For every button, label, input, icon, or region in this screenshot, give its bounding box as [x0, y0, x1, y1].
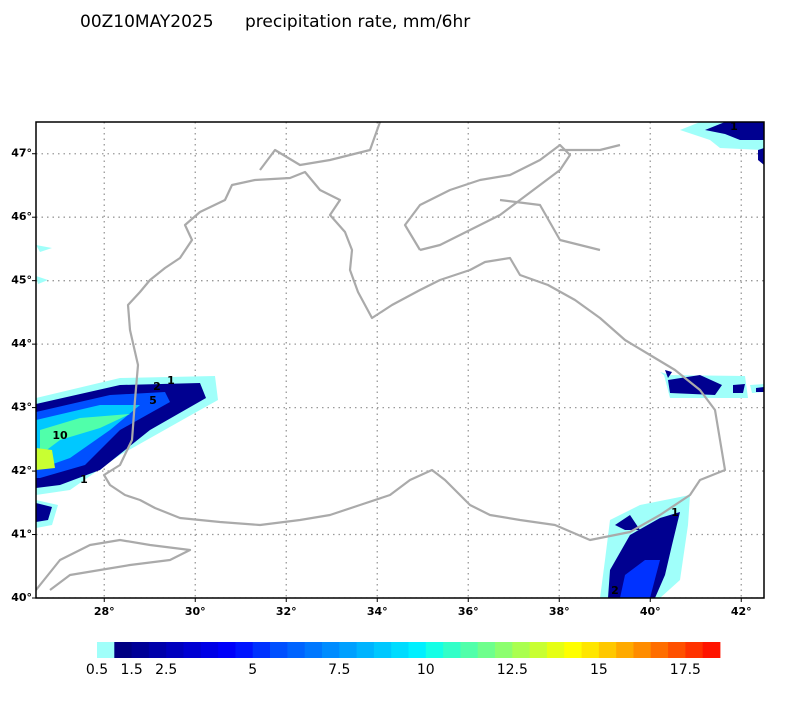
colorbar-box — [702, 642, 721, 658]
precip-area — [36, 503, 52, 522]
colorbar-box — [425, 642, 444, 658]
contour-label: 1 — [671, 506, 679, 519]
colorbar-box — [598, 642, 617, 658]
x-tick-label: 30° — [185, 605, 206, 618]
colorbar-box — [668, 642, 686, 658]
precip-area — [660, 122, 764, 398]
contour-labels: 1 2 5 10 1 1 2 1 — [52, 120, 737, 597]
colorbar-box — [650, 642, 669, 658]
colorbar-box — [321, 642, 340, 658]
colorbar-box — [148, 642, 167, 658]
colorbar-box — [408, 642, 427, 658]
coastline — [36, 122, 727, 591]
precip-area — [40, 414, 130, 455]
y-tick-label: 40° — [11, 591, 32, 604]
colorbar-label: 17.5 — [670, 662, 701, 678]
black-sea-coast — [102, 170, 727, 542]
precip-area — [620, 560, 660, 598]
colorbar-label: 12.5 — [497, 662, 528, 678]
precip-area — [665, 122, 764, 395]
colorbar-box — [235, 642, 254, 658]
contour-label: 2 — [611, 584, 619, 597]
colorbar-label: 10 — [417, 662, 435, 678]
contour-label: 1 — [80, 473, 88, 486]
contour-label: 1 — [167, 374, 175, 387]
colorbar-label: 0.5 — [86, 662, 108, 678]
colorbar-box — [685, 642, 704, 658]
time-label: 00Z10MAY2025 — [80, 12, 214, 32]
y-tick-label: 41° — [11, 528, 32, 541]
title: precipitation rate, mm/6hr — [245, 12, 470, 32]
x-tick-label: 32° — [276, 605, 297, 618]
colorbar-box — [391, 642, 409, 658]
colorbar-label: 1.5 — [120, 662, 142, 678]
x-tick-label: 38° — [549, 605, 570, 618]
y-tick-label: 44° — [11, 337, 32, 350]
colorbar-box — [270, 642, 288, 658]
colorbar-box — [304, 642, 323, 658]
colorbar-box — [200, 642, 219, 658]
colorbar-box — [131, 642, 150, 658]
colorbar-label: 15 — [590, 662, 608, 678]
contour-label: 2 — [153, 380, 161, 393]
y-tick-label: 43° — [11, 401, 32, 414]
y-tick-label: 42° — [11, 464, 32, 477]
contour-label: 1 — [730, 120, 738, 133]
colorbar-box — [166, 642, 184, 658]
border — [259, 122, 621, 252]
colorbar-box — [114, 642, 133, 658]
precip-area — [36, 448, 55, 470]
colorbar-box — [443, 642, 461, 658]
colorbar-box — [529, 642, 548, 658]
colorbar-box — [339, 642, 357, 658]
x-tick-label: 34° — [367, 605, 388, 618]
y-tick-label: 45° — [11, 274, 32, 287]
x-tick-label: 28° — [94, 605, 115, 618]
colorbar-box — [546, 642, 565, 658]
colorbar-box — [252, 642, 271, 658]
map-frame — [35, 121, 765, 599]
colorbar-box — [512, 642, 531, 658]
colorbar-box — [460, 642, 479, 658]
colorbar-box — [373, 642, 392, 658]
colorbar-box — [633, 642, 652, 658]
colorbar-box — [477, 642, 496, 658]
y-tick-label: 47° — [11, 147, 32, 160]
colorbar-box — [97, 642, 115, 658]
colorbar-box — [581, 642, 600, 658]
x-tick-label: 40° — [640, 605, 661, 618]
colorbar-label: 7.5 — [328, 662, 350, 678]
colorbar-box — [564, 642, 582, 658]
colorbar-box — [218, 642, 236, 658]
colorbar-box — [356, 642, 375, 658]
x-tick-label: 42° — [731, 605, 752, 618]
marmara-coast — [36, 538, 192, 591]
colorbar-box — [616, 642, 634, 658]
colorbar-box — [183, 642, 202, 658]
contour-label: 5 — [149, 394, 157, 407]
precipitation — [36, 122, 764, 598]
colorbar-box — [287, 642, 306, 658]
colorbar-label: 2.5 — [155, 662, 177, 678]
y-tick-label: 46° — [11, 210, 32, 223]
contour-label: 10 — [52, 429, 68, 442]
colorbar-box — [495, 642, 513, 658]
x-tick-label: 36° — [458, 605, 479, 618]
colorbar-label: 5 — [248, 662, 257, 678]
azov-coast — [403, 143, 572, 252]
